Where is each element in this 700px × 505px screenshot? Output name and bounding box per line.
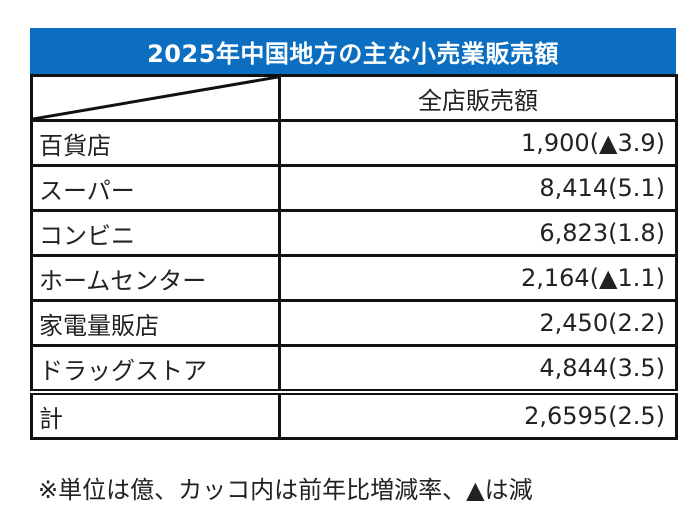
row-value: 4,844(3.5) [278, 344, 678, 394]
table-row: ドラッグストア 4,844(3.5) [30, 344, 678, 394]
footnote: ※単位は億、カッコ内は前年比増減率、▲は減 [38, 476, 533, 504]
row-category: 百貨店 [30, 119, 281, 167]
row-category: コンビニ [30, 209, 281, 257]
header-row: 全店販売額 [30, 74, 678, 122]
retail-sales-table: 全店販売額 百貨店 1,900(▲3.9) スーパー 8,414(5.1) コン… [30, 74, 678, 440]
row-category: スーパー [30, 164, 281, 212]
diagonal-line-icon [34, 78, 277, 118]
row-value: 6,823(1.8) [278, 209, 678, 257]
table-title: 2025年中国地方の主な小売業販売額 [30, 28, 676, 74]
row-value: 1,900(▲3.9) [278, 119, 678, 167]
total-label: 計 [30, 389, 281, 440]
row-value: 8,414(5.1) [278, 164, 678, 212]
total-row: 計 2,6595(2.5) [30, 389, 678, 440]
corner-cell [30, 74, 281, 122]
table-row: ホームセンター 2,164(▲1.1) [30, 254, 678, 302]
table-row: スーパー 8,414(5.1) [30, 164, 678, 212]
table-row: コンビニ 6,823(1.8) [30, 209, 678, 257]
row-category: ホームセンター [30, 254, 281, 302]
row-category: 家電量販店 [30, 299, 281, 347]
row-category: ドラッグストア [30, 344, 281, 394]
total-value: 2,6595(2.5) [278, 389, 678, 440]
row-value: 2,450(2.2) [278, 299, 678, 347]
table-row: 家電量販店 2,450(2.2) [30, 299, 678, 347]
table-row: 百貨店 1,900(▲3.9) [30, 119, 678, 167]
column-header: 全店販売額 [278, 74, 678, 122]
row-value: 2,164(▲1.1) [278, 254, 678, 302]
